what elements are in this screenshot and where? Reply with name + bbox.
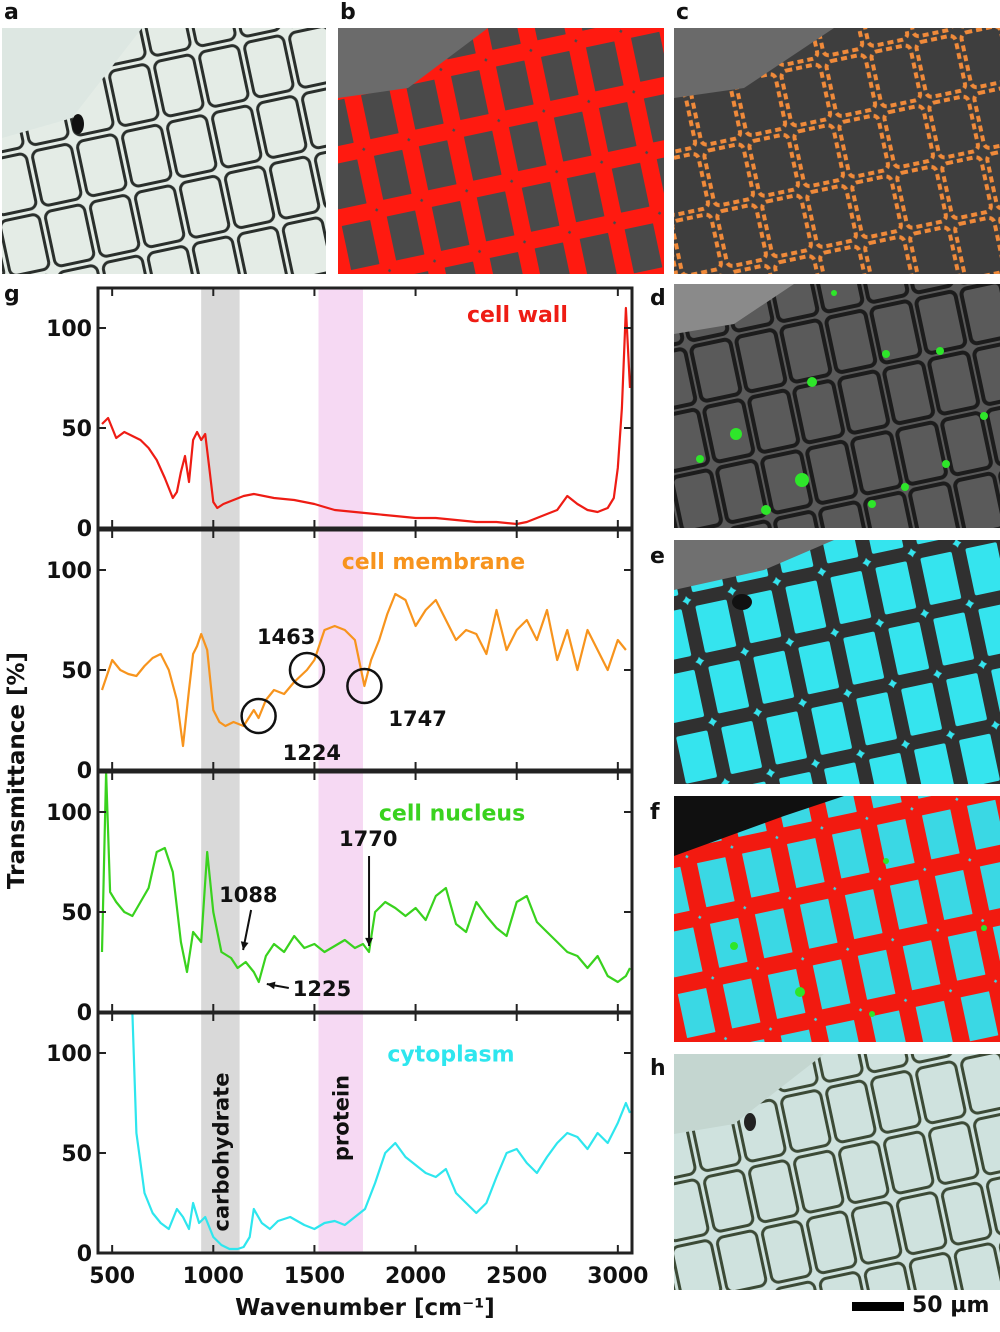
micrograph-a [2,28,326,274]
y-tick-label: 0 [77,1001,92,1026]
annotation-1088: 1088 [219,883,277,907]
panel-label-e: e [650,544,665,569]
annotation-arrow-head [365,937,373,946]
series-line-cell-nucleus [100,770,631,984]
x-tick-label: 1000 [183,1264,244,1289]
band-label-protein: protein [330,1075,354,1161]
annotation-circle-1224 [240,697,277,735]
panel-label-b: b [340,0,356,25]
x-tick-label: 1500 [284,1264,345,1289]
series-line-cell-membrane [100,592,627,748]
panel-label-f: f [650,800,660,825]
y-tick-label: 0 [77,1242,92,1267]
series-label-cell-nucleus: cell nucleus [379,801,525,826]
series-line-cell-wall [101,306,632,526]
y-tick-label: 100 [46,559,92,584]
series-label-cell-membrane: cell membrane [342,550,526,575]
panel-label-g: g [4,282,20,307]
series-label-cytoplasm: cytoplasm [387,1042,514,1067]
y-tick-label: 100 [46,1042,92,1067]
x-tick-label: 3000 [587,1264,648,1289]
scale-bar [852,1302,904,1311]
micrograph-f [674,796,1000,1042]
series-label-cell-wall: cell wall [467,303,568,328]
y-tick-label: 100 [46,801,92,826]
y-tick-label: 0 [77,517,92,542]
y-tick-label: 50 [61,901,92,926]
panel-label-h: h [650,1056,666,1081]
micrograph-c [674,28,1000,274]
annotation-1747: 1747 [388,707,446,731]
panel-frame-2 [96,770,634,1014]
annotation-arrow-head [266,981,276,990]
y-tick-label: 100 [46,317,92,342]
x-tick-label: 2000 [385,1264,446,1289]
x-tick-label: 500 [89,1264,135,1289]
scale-bar-label: 50 µm [912,1293,990,1318]
micrograph-b [338,28,664,274]
band-label-carbohydrate: carbohydrate [209,1073,233,1232]
micrograph-d [674,284,1000,528]
y-tick-label: 0 [77,759,92,784]
panel-frame-1 [96,528,634,772]
annotation-1770: 1770 [339,827,397,851]
micrograph-h [674,1054,1000,1290]
panel-frame-3 [96,1011,634,1255]
series-line-cytoplasm [102,1011,632,1251]
spectra-chart: 0 50 100 cell wall 0 50 100 cell membrane 0 50 100… [0,280,660,1332]
annotation-1225: 1225 [293,977,351,1001]
annotation-arrow-head [240,941,249,950]
annotation-circle-1463 [288,651,326,689]
x-axis-label: Wavenumber [cm⁻¹] [235,1295,495,1321]
panel-frame-0 [96,286,634,530]
panel-label-d: d [650,286,666,311]
y-tick-label: 50 [61,659,92,684]
annotation-1224: 1224 [283,741,341,765]
micrograph-e [674,540,1000,784]
panel-label-c: c [676,0,690,25]
panel-label-a: a [4,0,19,25]
y-tick-label: 50 [61,417,92,442]
x-tick-label: 2500 [486,1264,547,1289]
annotation-1463: 1463 [257,625,315,649]
y-axis-label: Transmittance [%] [4,652,30,889]
annotation-circle-1747 [346,667,383,705]
y-tick-label: 50 [61,1142,92,1167]
